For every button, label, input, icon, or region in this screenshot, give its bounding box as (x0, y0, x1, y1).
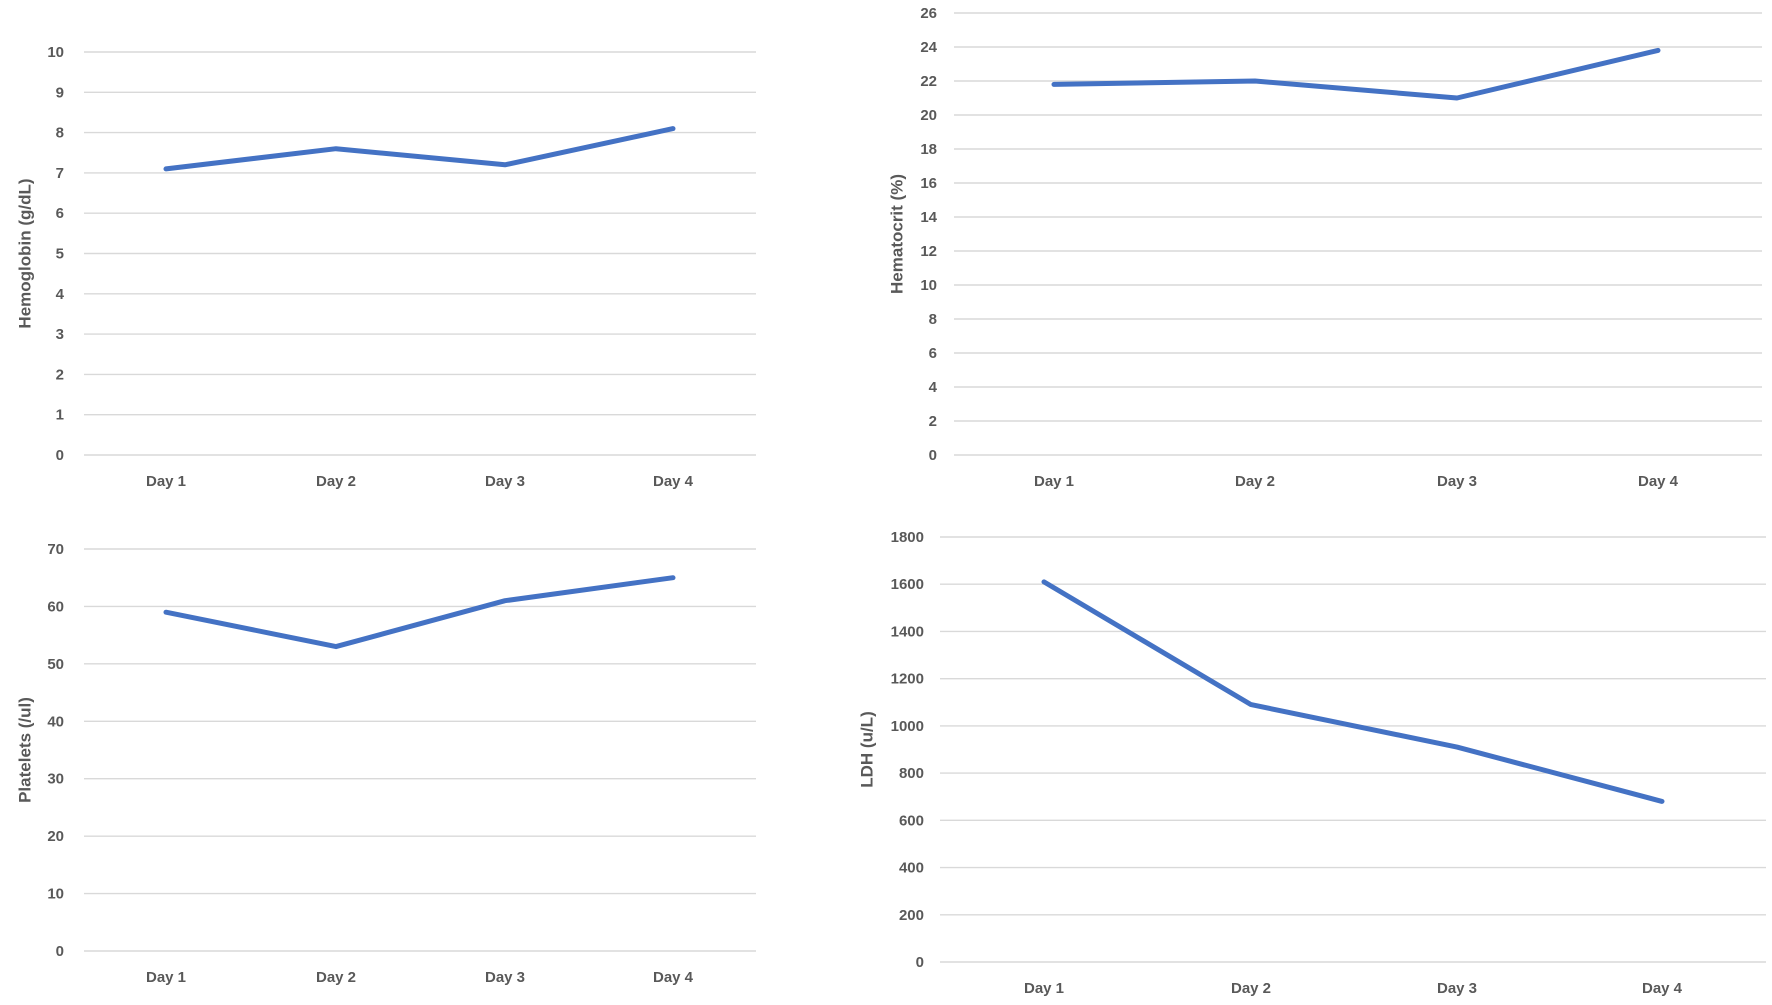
x-tick-label: Day 3 (1437, 473, 1477, 490)
y-tick-label: 1000 (891, 718, 924, 735)
y-tick-label: 800 (899, 765, 924, 782)
y-tick-label: 6 (929, 345, 937, 362)
x-tick-label: Day 2 (316, 473, 356, 490)
y-tick-label: 20 (920, 107, 937, 124)
y-tick-label: 0 (56, 447, 64, 464)
y-tick-label: 2 (56, 366, 64, 383)
y-tick-label: 5 (56, 246, 64, 263)
x-tick-label: Day 4 (653, 473, 694, 490)
y-tick-label: 2 (929, 413, 937, 430)
y-tick-label: 20 (47, 828, 64, 845)
chart-platelets: 0 10 20 30 40 50 60 70 Day 1 Day 2 Day 3 Day 4 Plate… (15, 541, 756, 986)
y-tick-label: 1800 (891, 529, 924, 546)
y-tick-label: 6 (56, 205, 64, 222)
y-axis-label: Hemoglobin (g/dL) (15, 178, 34, 328)
y-tick-label: 9 (56, 84, 64, 101)
x-tick-label: Day 3 (485, 473, 525, 490)
y-tick-label: 8 (56, 125, 64, 142)
y-tick-label: 40 (47, 713, 64, 730)
y-tick-label: 12 (920, 243, 937, 260)
x-tick-label: Day 1 (1034, 473, 1074, 490)
chart-hemoglobin: 0 1 2 3 4 5 6 7 8 9 10 Day 1 Day 2 Day 3 Day 4 Hemoglob… (15, 44, 756, 490)
chart-ldh: 0 200 400 600 800 1000 1200 1400 1600 1800 Day 1 Da… (857, 529, 1766, 997)
y-tick-label: 1600 (891, 576, 924, 593)
y-tick-label: 22 (920, 73, 937, 90)
y-tick-label: 1200 (891, 671, 924, 688)
y-tick-label: 10 (920, 277, 937, 294)
y-tick-label: 26 (920, 5, 937, 22)
series-line (163, 126, 676, 172)
y-tick-label: 1400 (891, 623, 924, 640)
x-tick-label: Day 2 (1231, 980, 1271, 997)
y-tick-label: 200 (899, 907, 924, 924)
y-tick-label: 0 (56, 943, 64, 960)
y-tick-label: 18 (920, 141, 937, 158)
y-tick-label: 1 (56, 407, 64, 424)
y-tick-label: 14 (920, 209, 937, 226)
y-tick-label: 30 (47, 771, 64, 788)
series-line (1051, 47, 1661, 101)
y-tick-label: 60 (47, 598, 64, 615)
y-axis-label: LDH (u/L) (857, 711, 876, 787)
y-tick-label: 3 (56, 326, 64, 343)
x-tick-label: Day 4 (1642, 980, 1683, 997)
x-tick-label: Day 1 (146, 969, 186, 986)
y-axis-label: Hematocrit (%) (887, 174, 906, 294)
x-tick-label: Day 2 (1235, 473, 1275, 490)
y-tick-label: 24 (920, 39, 937, 56)
x-tick-label: Day 4 (1638, 473, 1679, 490)
x-tick-label: Day 2 (316, 969, 356, 986)
y-tick-label: 16 (920, 175, 937, 192)
y-tick-label: 50 (47, 656, 64, 673)
y-tick-label: 0 (929, 447, 937, 464)
y-tick-label: 600 (899, 812, 924, 829)
y-tick-label: 10 (47, 44, 64, 61)
y-tick-label: 10 (47, 886, 64, 903)
y-tick-label: 70 (47, 541, 64, 558)
y-tick-label: 0 (916, 954, 924, 971)
x-tick-label: Day 4 (653, 969, 694, 986)
y-tick-label: 8 (929, 311, 937, 328)
y-axis-label: Platelets (/ul) (15, 697, 34, 803)
y-tick-label: 400 (899, 860, 924, 877)
y-tick-label: 4 (56, 286, 65, 303)
x-tick-label: Day 1 (1024, 980, 1064, 997)
x-tick-label: Day 1 (146, 473, 186, 490)
y-tick-label: 4 (929, 379, 938, 396)
x-tick-label: Day 3 (1437, 980, 1477, 997)
x-tick-label: Day 3 (485, 969, 525, 986)
y-tick-label: 7 (56, 165, 64, 182)
series-line (163, 575, 676, 650)
series-line (1041, 579, 1665, 804)
